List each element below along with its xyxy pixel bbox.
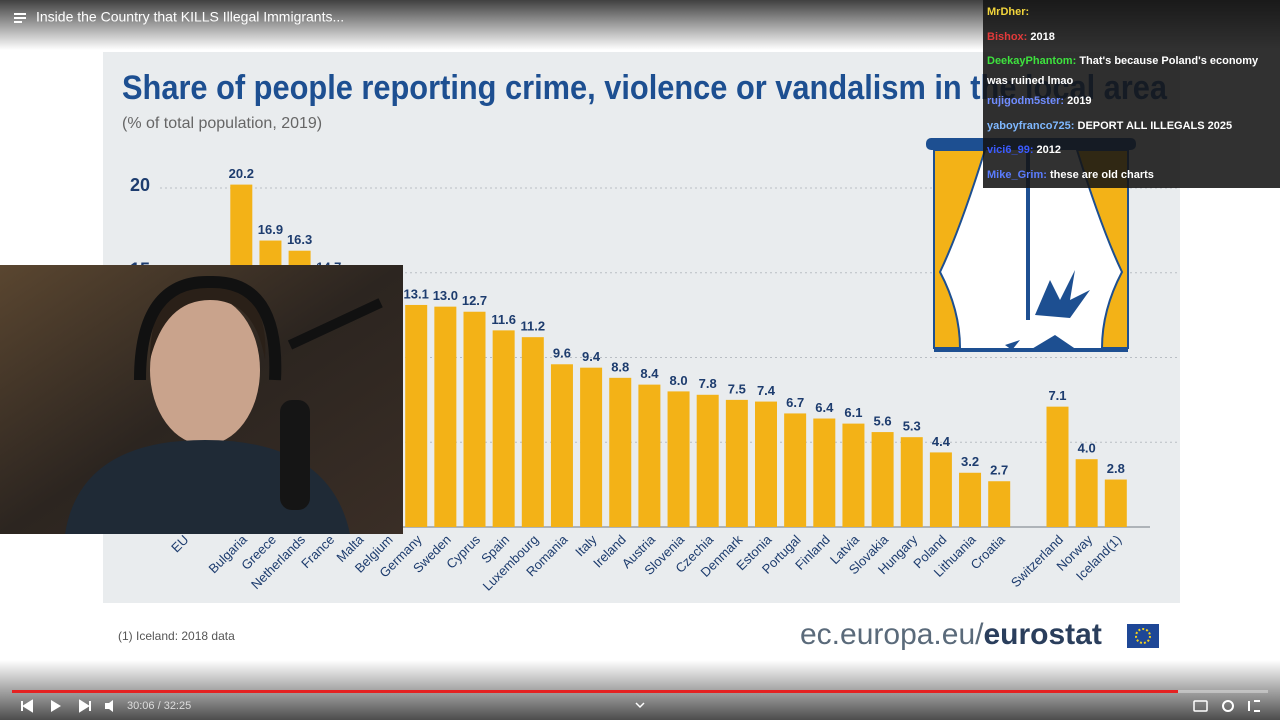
value-label: 7.5 <box>728 381 746 396</box>
footnote: (1) Iceland: 2018 data <box>118 629 235 643</box>
value-label: 13.1 <box>404 286 429 301</box>
bar <box>813 418 836 527</box>
chat-username[interactable]: yaboyfranco725: <box>987 119 1075 132</box>
value-label: 8.8 <box>611 359 629 374</box>
previous-button[interactable] <box>21 699 33 713</box>
bar <box>725 399 748 527</box>
value-label: 16.9 <box>258 222 283 237</box>
chat-message: MrDher: <box>987 2 1276 27</box>
chapter-toggle[interactable] <box>635 702 645 709</box>
value-label: 9.6 <box>553 346 571 361</box>
value-label: 6.1 <box>844 405 862 420</box>
bar <box>405 304 428 527</box>
chat-overlay: MrDher: Bishox: 2018 DeekayPhantom: That's… <box>983 0 1280 188</box>
value-label: 9.4 <box>582 349 601 364</box>
chat-text: That's because Poland's economy was ruin… <box>987 55 1259 88</box>
bar <box>580 367 603 527</box>
video-title[interactable]: Inside the Country that KILLS Illegal Im… <box>36 9 344 25</box>
menu-icon[interactable] <box>14 13 26 23</box>
next-button[interactable] <box>79 699 91 713</box>
bar <box>755 401 777 527</box>
chat-message: DeekayPhantom: That's because Poland's e… <box>987 51 1276 91</box>
value-label: 5.3 <box>903 419 921 434</box>
source-site: ec.europa.eu/ <box>800 618 984 651</box>
volume-button[interactable] <box>105 700 113 712</box>
bar <box>521 337 544 527</box>
value-label: 2.8 <box>1107 461 1125 476</box>
bar <box>1075 459 1098 527</box>
value-label: 8.0 <box>670 373 688 388</box>
bar <box>929 452 952 527</box>
progress-played[interactable] <box>12 690 1178 693</box>
webcam-overlay <box>0 265 403 534</box>
bar <box>1104 479 1127 527</box>
value-label: 4.4 <box>932 434 951 449</box>
value-label: 16.3 <box>287 232 312 247</box>
chat-message: Mike_Grim: these are old charts <box>987 165 1276 190</box>
bar <box>463 311 486 527</box>
chat-username[interactable]: vici6_99: <box>987 144 1034 157</box>
value-label: 7.8 <box>699 376 717 391</box>
chat-message: Bishox: 2018 <box>987 27 1276 52</box>
chat-message: vici6_99: 2012 <box>987 140 1276 165</box>
bar <box>842 423 865 527</box>
bar <box>609 377 632 527</box>
value-label: 12.7 <box>462 293 487 308</box>
value-label: 3.2 <box>961 454 979 469</box>
captions-button[interactable] <box>1193 700 1208 712</box>
chat-text: 2012 <box>1036 144 1062 157</box>
settings-button[interactable] <box>1222 700 1234 712</box>
value-label: 6.7 <box>786 395 804 410</box>
time-display: 30:06 / 32:25 <box>127 700 191 712</box>
bar <box>638 384 661 527</box>
chat-username[interactable]: rujigodm5ster: <box>987 95 1065 108</box>
eu-flag <box>1127 624 1159 648</box>
chat-username[interactable]: Mike_Grim: <box>987 168 1047 181</box>
chat-text: these are old charts <box>1049 168 1154 181</box>
chat-username[interactable]: Bishox: <box>987 30 1028 43</box>
eu-stars <box>1135 628 1151 644</box>
chat-text: DEPORT ALL ILLEGALS 2025 <box>1077 119 1233 132</box>
value-label: 20.2 <box>229 166 254 181</box>
bar <box>492 330 515 527</box>
bar <box>900 437 923 527</box>
fullscreen-button[interactable] <box>1248 700 1260 712</box>
value-label: 7.4 <box>757 383 776 398</box>
value-label: 13.0 <box>433 288 458 303</box>
bar <box>959 472 982 527</box>
value-label: 7.1 <box>1048 388 1066 403</box>
play-button[interactable] <box>51 700 61 712</box>
bar <box>988 481 1011 527</box>
bar <box>784 413 807 527</box>
bar <box>550 364 573 527</box>
value-label: 2.7 <box>990 463 1008 478</box>
bar <box>667 391 690 527</box>
chat-text: 2019 <box>1067 95 1092 108</box>
chat-message: yaboyfranco725: DEPORT ALL ILLEGALS 2025 <box>987 116 1276 141</box>
value-label: 5.6 <box>874 414 892 429</box>
chat-username[interactable]: MrDher: <box>987 6 1030 19</box>
bar <box>1046 406 1069 527</box>
value-label: 11.6 <box>491 312 516 327</box>
chat-username[interactable]: DeekayPhantom: <box>987 55 1077 68</box>
value-label: 4.0 <box>1078 441 1096 456</box>
bar <box>696 394 719 527</box>
bar <box>871 432 894 527</box>
bar <box>434 306 457 527</box>
chat-text: 2018 <box>1030 30 1055 43</box>
value-label: 8.4 <box>640 366 659 381</box>
chat-message: rujigodm5ster: 2019 <box>987 91 1276 116</box>
value-label: 6.4 <box>815 400 834 415</box>
value-label: 11.2 <box>521 319 546 334</box>
y-tick-label: 20 <box>130 175 150 195</box>
source-brand: eurostat <box>983 618 1101 651</box>
chart-subtitle: (% of total population, 2019) <box>122 115 322 132</box>
source: ec.europa.eu/eurostat <box>800 618 1102 651</box>
